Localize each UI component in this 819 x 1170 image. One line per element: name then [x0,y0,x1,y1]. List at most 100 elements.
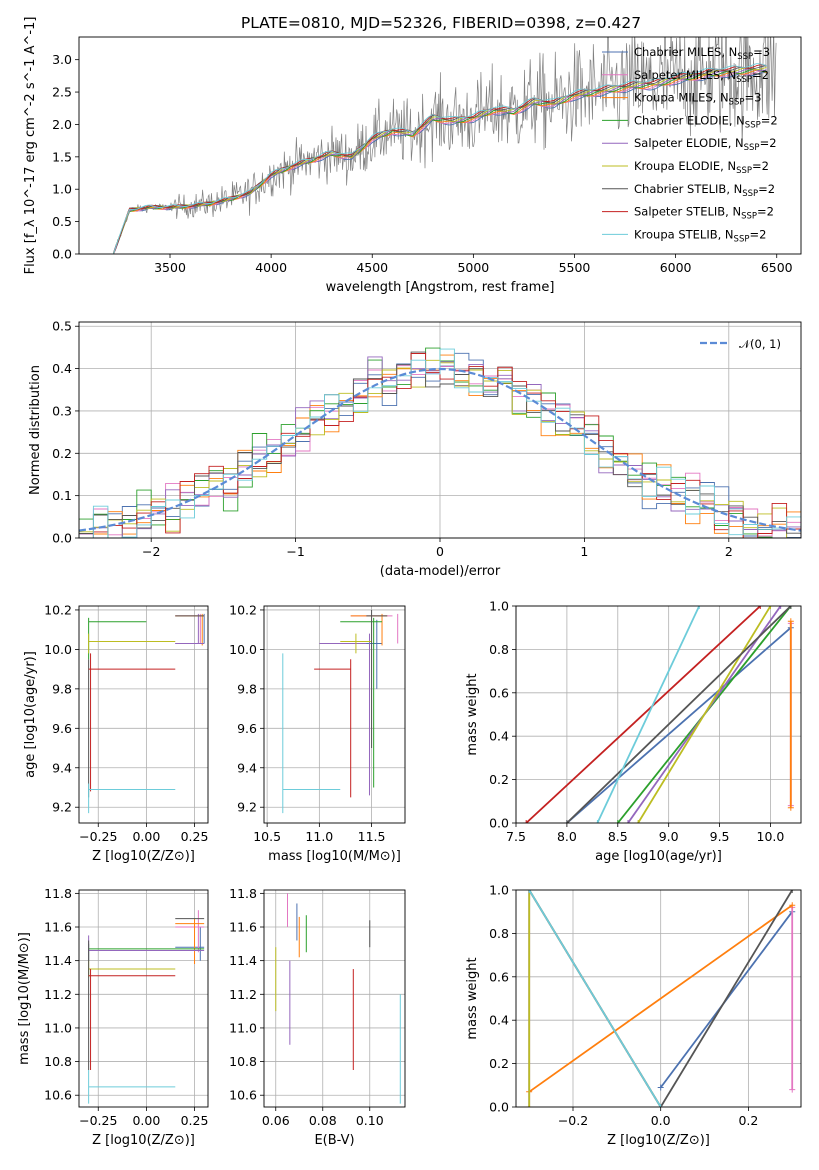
panel-spectrum: 3500 4000 4500 5000 5500 6000 6500 0.0 0.5 1.0 1.5… [23,17,802,295]
y-axis-label: mass [log10(M/M⊙)] [17,932,32,1065]
y-tick-label: 9.8 [52,681,72,696]
model-spectrum-line [112,63,767,254]
x-axis-label: (data-model)/error [380,564,501,579]
x-tick-label: 0.00 [132,1113,160,1128]
y-tick-label: 11.6 [44,920,72,935]
y-tick-label: 0.4 [489,1013,509,1028]
x-axis-label: Z [log10(Z/Z⊙)] [607,1133,710,1148]
x-tick-label: 10.5 [253,829,281,844]
y-tick-label: 1.5 [52,149,72,164]
y-tick-label: 10.0 [229,642,257,657]
y-tick-label: 11.4 [44,953,72,968]
y-tick-label: 11.8 [229,886,257,901]
mass-weight-point [523,820,530,823]
y-tick-label: 0.2 [489,1056,509,1071]
y-axis-label: age [log10(age/yr)] [23,651,38,778]
y-tick-label: 9.2 [237,800,257,815]
mass-weight-point [526,890,533,893]
x-tick-label: 0.10 [356,1113,384,1128]
y-tick-label: 10.2 [229,602,257,617]
x-tick-label: 3500 [154,260,186,275]
axes-border [78,889,209,1108]
x-axis-label: E(B-V) [314,1133,354,1148]
x-tick-label: 0.0 [651,1113,671,1128]
y-tick-label: 11.0 [229,1020,257,1035]
panel-age-vs-mass: 10.5 11.0 11.5 9.2 9.4 9.6 9.8 10.0 10.2 mass [lo… [229,602,406,864]
x-tick-label: −0.25 [79,1113,117,1128]
mass-weight-point [787,618,794,625]
x-tick-label: 1 [580,544,588,559]
panel-residual-histogram: −2 −1 0 1 2 0.0 0.1 0.2 0.3 0.4 0.5 (data-model)/er… [28,319,802,579]
y-tick-label: 10.0 [44,642,72,657]
x-tick-label: 4000 [255,260,287,275]
panels: 3500 4000 4500 5000 5500 6000 6500 0.0 0.5 1.0 1.5… [17,17,802,1148]
x-axis-label: mass [log10(M/M⊙)] [268,849,401,864]
y-tick-label: 0.0 [489,1100,509,1115]
legend-entry: Salpeter STELIB, NSSP=2 [634,205,774,222]
y-tick-label: 1.0 [489,883,509,898]
panel-age-vs-Z: −0.25 0.00 0.25 9.2 9.4 9.6 9.8 10.0 10.2 Z [log1… [23,602,209,864]
mass-weight-point [789,902,796,909]
y-tick-label: 11.8 [44,886,72,901]
mass-weight-line [596,606,701,823]
mass-weight-point [526,1104,533,1107]
mass-weight-point [635,820,642,823]
plot-area [526,890,796,1107]
axes-frame: 7.5 8.0 8.5 9.0 9.5 10.0 0.0 0.2 0.4 0.6 0.8 1.0 age… [465,599,802,864]
legend-entry: Chabrier ELODIE, NSSP=2 [634,113,778,130]
legend-entry: Salpeter MILES, NSSP=2 [634,68,769,85]
axes-frame: −0.2 0.0 0.2 0.0 0.2 0.4 0.6 0.8 1.0 Z [log10(Z/Z… [465,883,802,1148]
x-tick-label: 0.08 [309,1113,337,1128]
x-tick-label: −0.2 [558,1113,588,1128]
y-tick-label: 10.8 [229,1054,257,1069]
x-tick-label: 8.5 [608,829,628,844]
x-tick-label: 0.00 [132,829,160,844]
x-tick-label: 0.2 [738,1113,758,1128]
plot-area [282,609,399,814]
x-tick-label: −2 [142,544,160,559]
y-tick-label: 0.6 [489,685,509,700]
plot-area [112,37,777,254]
y-tick-label: 0.2 [489,772,509,787]
x-tick-label: 0.25 [181,1113,209,1128]
legend-entry: Salpeter ELODIE, NSSP=2 [634,136,777,153]
y-tick-label: 9.4 [237,760,257,775]
axes-frame: −0.25 0.00 0.25 9.2 9.4 9.6 9.8 10.0 10.2 Z [log1… [23,602,209,864]
x-tick-label: −0.25 [79,829,117,844]
mass-weight-line [528,904,793,1093]
y-tick-label: 10.8 [44,1054,72,1069]
y-tick-label: 0.4 [489,729,509,744]
plot-area [88,613,205,814]
mass-weight-line [566,606,792,823]
x-tick-label: 4500 [356,260,388,275]
y-axis-label: Flux [f_λ 10^-17 erg cm^-2 s^-1 A^-1] [23,17,38,275]
y-axis-label: Normed distribution [28,365,43,495]
figure-title: PLATE=0810, MJD=52326, FIBERID=0398, z=0… [241,14,641,32]
x-tick-label: 0.25 [181,829,209,844]
legend-entry: Chabrier MILES, NSSP=3 [634,45,770,62]
y-tick-label: 9.4 [52,760,72,775]
mass-weight-point [594,820,601,823]
x-axis-label: Z [log10(Z/Z⊙)] [92,849,195,864]
y-tick-label: 11.2 [44,987,72,1002]
axes-border [515,889,802,1108]
y-tick-label: 0.1 [52,488,72,503]
mass-weight-point [777,606,784,609]
x-tick-label: 11.0 [305,829,333,844]
axes-border [78,321,802,539]
axes-frame: −2 −1 0 1 2 0.0 0.1 0.2 0.3 0.4 0.5 (data-model)/er… [28,319,802,579]
y-tick-label: 9.8 [237,681,257,696]
axes-frame: 0.06 0.08 0.10 10.6 10.8 11.0 11.2 11.4 11.6 11.8… [229,886,406,1148]
y-tick-label: 10.6 [44,1088,72,1103]
y-tick-label: 0.0 [489,816,509,831]
y-axis-label: mass weight [465,673,480,755]
x-tick-label: −1 [286,544,304,559]
y-tick-label: 0.8 [489,926,509,941]
y-tick-label: 10.6 [229,1088,257,1103]
mass-weight-point [787,606,794,609]
x-tick-label: 0 [436,544,444,559]
mass-weight-point [696,606,703,609]
mass-weight-point [767,606,774,609]
plot-area [79,347,801,538]
